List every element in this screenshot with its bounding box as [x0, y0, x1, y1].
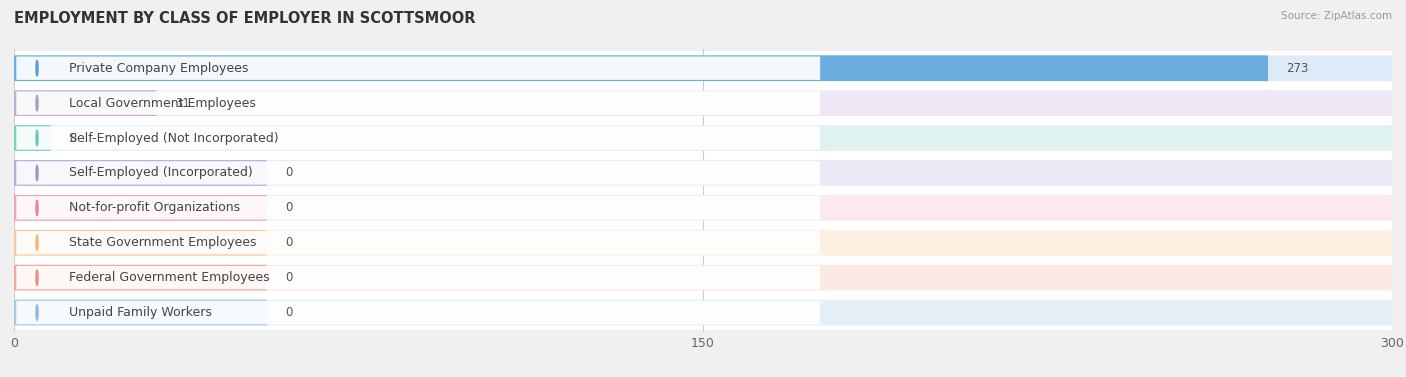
Text: 0: 0	[285, 166, 292, 179]
FancyBboxPatch shape	[17, 231, 820, 254]
Text: 0: 0	[285, 306, 292, 319]
FancyBboxPatch shape	[14, 265, 1392, 291]
FancyBboxPatch shape	[17, 91, 820, 115]
FancyBboxPatch shape	[17, 126, 820, 150]
Circle shape	[37, 61, 38, 76]
Text: 31: 31	[174, 97, 190, 110]
Text: Private Company Employees: Private Company Employees	[69, 62, 249, 75]
Text: Local Government Employees: Local Government Employees	[69, 97, 256, 110]
Circle shape	[37, 130, 38, 146]
FancyBboxPatch shape	[14, 195, 1392, 221]
FancyBboxPatch shape	[17, 57, 820, 80]
Text: 8: 8	[69, 132, 76, 144]
Text: Self-Employed (Incorporated): Self-Employed (Incorporated)	[69, 166, 253, 179]
Text: Source: ZipAtlas.com: Source: ZipAtlas.com	[1281, 11, 1392, 21]
FancyBboxPatch shape	[17, 301, 820, 324]
Text: Unpaid Family Workers: Unpaid Family Workers	[69, 306, 212, 319]
FancyBboxPatch shape	[14, 230, 267, 256]
FancyBboxPatch shape	[14, 125, 51, 151]
Text: Federal Government Employees: Federal Government Employees	[69, 271, 270, 284]
Text: Not-for-profit Organizations: Not-for-profit Organizations	[69, 201, 240, 215]
FancyBboxPatch shape	[14, 125, 1392, 151]
FancyBboxPatch shape	[17, 266, 820, 290]
FancyBboxPatch shape	[14, 90, 1392, 116]
FancyBboxPatch shape	[14, 230, 1392, 256]
FancyBboxPatch shape	[14, 300, 1392, 325]
FancyBboxPatch shape	[14, 300, 267, 325]
FancyBboxPatch shape	[14, 51, 1392, 330]
Text: EMPLOYMENT BY CLASS OF EMPLOYER IN SCOTTSMOOR: EMPLOYMENT BY CLASS OF EMPLOYER IN SCOTT…	[14, 11, 475, 26]
Text: 0: 0	[285, 201, 292, 215]
FancyBboxPatch shape	[14, 265, 267, 291]
FancyBboxPatch shape	[14, 55, 1268, 81]
FancyBboxPatch shape	[17, 196, 820, 219]
FancyBboxPatch shape	[14, 55, 1392, 81]
FancyBboxPatch shape	[14, 160, 1392, 186]
Text: Self-Employed (Not Incorporated): Self-Employed (Not Incorporated)	[69, 132, 278, 144]
Text: State Government Employees: State Government Employees	[69, 236, 257, 249]
Circle shape	[37, 200, 38, 216]
FancyBboxPatch shape	[17, 161, 820, 185]
FancyBboxPatch shape	[14, 195, 267, 221]
Circle shape	[37, 165, 38, 181]
FancyBboxPatch shape	[14, 160, 267, 186]
Text: 0: 0	[285, 271, 292, 284]
Text: 273: 273	[1286, 62, 1309, 75]
Circle shape	[37, 305, 38, 320]
Circle shape	[37, 235, 38, 250]
Text: 0: 0	[285, 236, 292, 249]
FancyBboxPatch shape	[14, 90, 156, 116]
Circle shape	[37, 95, 38, 111]
Circle shape	[37, 270, 38, 285]
